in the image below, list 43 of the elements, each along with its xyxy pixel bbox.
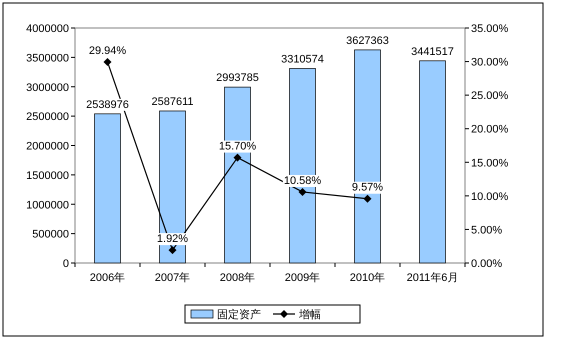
y-tick-label: 4000000	[26, 23, 69, 35]
x-tick-label: 2009年	[284, 272, 320, 284]
x-tick-label: 2011年6月	[406, 272, 458, 284]
y-tick-label: 1500000	[26, 170, 69, 182]
data-label: 2587611	[151, 96, 194, 108]
y-tick-label: 2000000	[26, 140, 69, 152]
y2-tick-label: 20.00%	[471, 124, 509, 136]
data-label: 15.70%	[218, 140, 256, 153]
point	[298, 188, 306, 196]
y2-tick-label: 0.00%	[471, 258, 502, 270]
x-tick-label: 2008年	[220, 272, 256, 284]
y2-tick-label: 5.00%	[471, 224, 502, 236]
y-tick-label: 3500000	[26, 52, 69, 64]
y-tick-label: 3000000	[26, 82, 69, 94]
x-tick-label: 2010年	[350, 272, 386, 284]
point	[168, 246, 176, 254]
data-label: 1.92%	[156, 233, 188, 246]
y-tick-label: 1000000	[26, 199, 69, 212]
legend-label: 增幅	[298, 309, 321, 321]
bar	[419, 60, 446, 264]
data-label: 3310574	[281, 54, 324, 66]
y2-tick-label: 10.00%	[471, 190, 509, 203]
y2-tick-label: 35.00%	[471, 23, 509, 35]
data-label: 3441517	[411, 46, 454, 58]
point	[104, 58, 112, 66]
point	[234, 154, 242, 162]
bar	[94, 113, 121, 264]
y-tick-label: 2500000	[26, 111, 69, 124]
legend-label: 固定资产	[217, 308, 261, 321]
y-tick-label: 0	[62, 258, 69, 270]
data-label: 29.94%	[88, 44, 126, 57]
point	[364, 194, 372, 203]
y2-tick-label: 30.00%	[471, 56, 509, 69]
y2-tick-label: 15.00%	[471, 157, 509, 170]
data-label: 10.58%	[284, 174, 322, 187]
data-label: 2993785	[216, 72, 259, 84]
data-label: 2538976	[86, 98, 129, 111]
x-tick-label: 2007年	[154, 272, 190, 284]
data-label: 9.57%	[352, 182, 384, 194]
y2-tick-label: 25.00%	[471, 90, 509, 102]
x-tick-label: 2006年	[90, 272, 126, 284]
data-label: 3627363	[346, 34, 389, 47]
y-tick-label: 500000	[32, 228, 69, 241]
